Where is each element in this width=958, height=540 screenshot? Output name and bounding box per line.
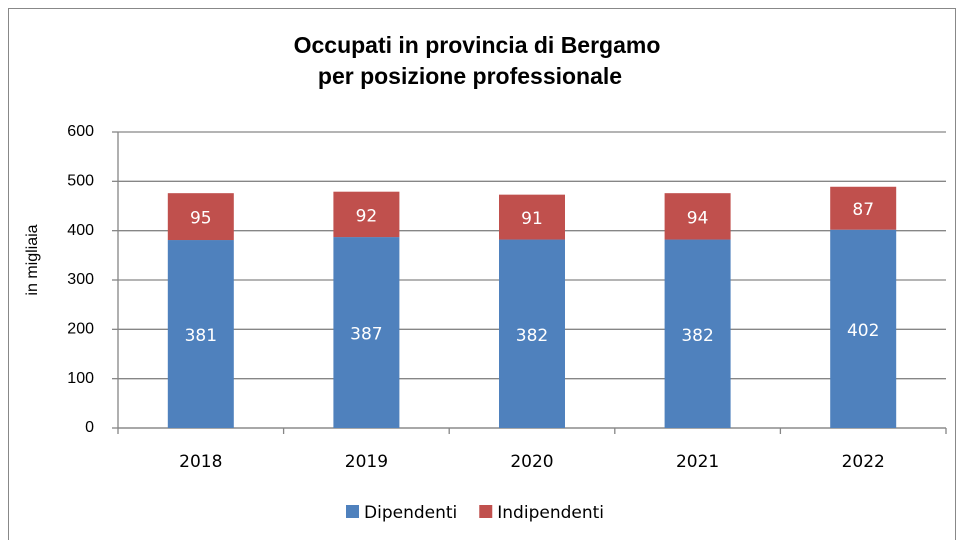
y-tick-label: 500	[67, 173, 94, 190]
x-tick-label: 2020	[510, 452, 553, 472]
legend-swatch	[346, 505, 359, 518]
y-tick-label: 300	[67, 271, 94, 288]
data-label: 382	[681, 326, 713, 346]
bar-segment	[333, 191, 400, 238]
x-tick-label: 2021	[676, 452, 719, 472]
x-tick-label: 2019	[345, 452, 388, 472]
x-tick-label: 2018	[179, 452, 222, 472]
bar-segment	[664, 239, 731, 428]
bar-segment	[499, 239, 565, 428]
legend-swatch	[479, 505, 493, 518]
y-tick-label: 400	[67, 222, 94, 239]
data-label: 91	[521, 209, 543, 229]
bar-segment	[333, 237, 400, 428]
bar-segment	[167, 240, 234, 428]
y-tick-label: 200	[67, 321, 94, 338]
y-tick-label: 0	[85, 419, 94, 436]
data-label: 381	[185, 326, 217, 346]
y-tick-label: 600	[67, 123, 94, 140]
data-label: 402	[847, 321, 879, 341]
data-label: 382	[516, 326, 548, 346]
data-label: 87	[852, 200, 874, 220]
legend-label: Dipendenti	[364, 503, 457, 523]
chart-title: per posizione professionale	[318, 63, 622, 89]
x-tick-label: 2022	[842, 452, 885, 472]
bar-segment	[167, 193, 234, 241]
y-axis-label: in migliaia	[24, 224, 41, 295]
data-label: 92	[356, 206, 378, 226]
bar-segment	[830, 229, 897, 428]
legend-label: Indipendenti	[497, 503, 604, 523]
data-label: 94	[687, 208, 709, 228]
chart-title: Occupati in provincia di Bergamo	[294, 32, 661, 58]
data-label: 95	[190, 209, 212, 229]
bar-segment	[830, 186, 897, 230]
bar-segment	[499, 194, 565, 240]
chart-frame	[8, 8, 956, 540]
bar-segment	[664, 193, 731, 240]
y-tick-label: 100	[67, 370, 94, 387]
data-label: 387	[350, 325, 382, 345]
